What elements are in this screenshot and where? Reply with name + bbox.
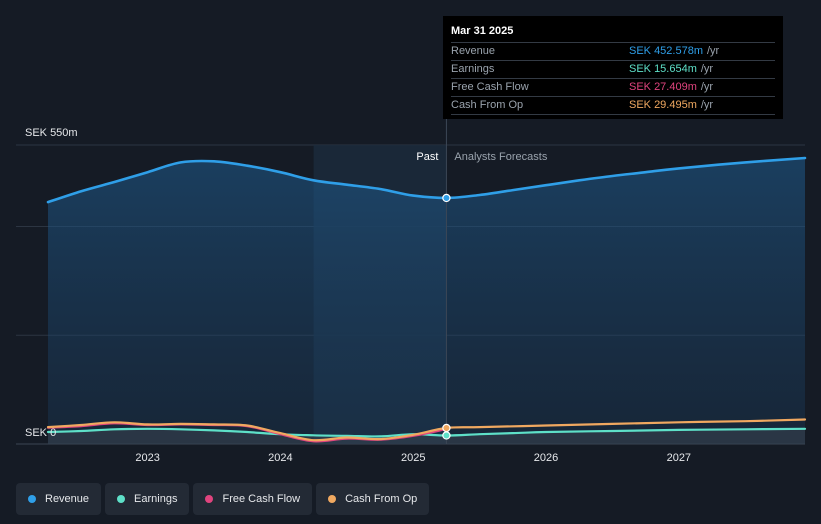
tooltip-rows: Revenue SEK 452.578m/yr Earnings SEK 15.654… [451, 43, 775, 115]
tooltip-row: Free Cash Flow SEK 27.409m/yr [451, 79, 775, 97]
series-lines [46, 156, 807, 443]
legend-item-earnings[interactable]: Earnings [105, 483, 190, 515]
series-line-cash_from_op [46, 418, 807, 442]
past-label: Past [416, 151, 438, 163]
tooltip-row-label: Revenue [451, 45, 496, 57]
legend-item-cash-from-op[interactable]: Cash From Op [316, 483, 430, 515]
series-line-earnings [46, 427, 807, 438]
legend-dot-icon [328, 495, 337, 503]
tooltip-row-unit: /yr [700, 99, 714, 111]
x-tick-label: 2026 [534, 452, 558, 464]
x-tick-label: 2024 [268, 452, 292, 464]
legend-dot-icon [205, 495, 214, 503]
series-areas [48, 158, 805, 444]
hover-markers [442, 193, 451, 440]
legend-dot-icon [117, 495, 126, 503]
tooltip-date: Mar 31 2025 [451, 24, 775, 43]
marker-revenue [442, 193, 451, 203]
tooltip-row: Earnings SEK 15.654m/yr [451, 61, 775, 79]
tooltip-row: Revenue SEK 452.578m/yr [451, 43, 775, 61]
legend-label: Cash From Op [345, 493, 418, 505]
series-line-revenue [46, 156, 807, 204]
tooltip-row: Cash From Op SEK 29.495m/yr [451, 97, 775, 115]
x-tick-label: 2027 [667, 452, 691, 464]
forecast-label: Analysts Forecasts [454, 151, 547, 163]
legend-label: Earnings [134, 493, 178, 505]
legend-item-revenue[interactable]: Revenue [16, 483, 102, 515]
tooltip-row-value: SEK 27.409m [629, 81, 697, 93]
tooltip-row-unit: /yr [700, 81, 714, 93]
tooltip-row-label: Free Cash Flow [451, 81, 529, 93]
legend-item-free-cash-flow[interactable]: Free Cash Flow [193, 483, 313, 515]
series-area-revenue [48, 158, 805, 444]
tooltip-row-value: SEK 452.578m [629, 45, 703, 57]
tooltip-row-value: SEK 15.654m [629, 63, 697, 75]
marker-cash_from_op [442, 423, 451, 433]
x-tick-label: 2025 [401, 452, 425, 464]
tooltip-row-label: Cash From Op [451, 99, 524, 111]
tooltip-row-label: Earnings [451, 63, 495, 75]
legend: Revenue Earnings Free Cash Flow Cash From O… [16, 483, 430, 515]
tooltip-row-unit: /yr [700, 63, 714, 75]
chart-tooltip: Mar 31 2025 Revenue SEK 452.578m/yr Earnin… [443, 16, 783, 119]
y-axis-max-label: SEK 550m [25, 127, 78, 139]
y-axis-min-label: SEK 0 [25, 427, 56, 439]
axis-labels: SEK 550m SEK 0 2023 2024 2025 2026 2027 [25, 127, 691, 464]
tooltip-row-value: SEK 29.495m [629, 99, 697, 111]
legend-label: Revenue [45, 493, 90, 505]
x-tick-label: 2023 [135, 452, 159, 464]
marker-earnings [442, 431, 451, 440]
tooltip-row-unit: /yr [707, 45, 720, 57]
legend-dot-icon [28, 495, 36, 503]
legend-label: Free Cash Flow [222, 493, 301, 505]
